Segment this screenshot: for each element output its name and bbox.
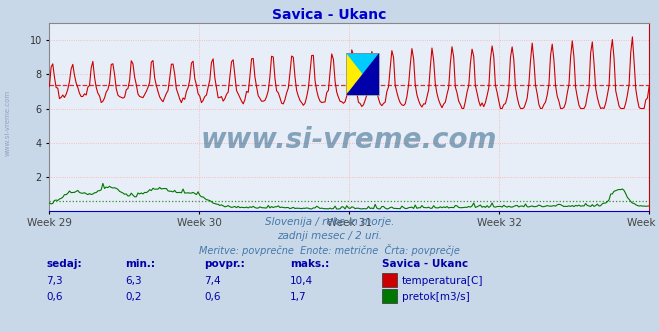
Polygon shape	[346, 53, 380, 95]
Text: povpr.:: povpr.:	[204, 259, 245, 269]
Text: 10,4: 10,4	[290, 276, 313, 286]
Text: Slovenija / reke in morje.: Slovenija / reke in morje.	[265, 217, 394, 227]
Text: maks.:: maks.:	[290, 259, 330, 269]
Text: zadnji mesec / 2 uri.: zadnji mesec / 2 uri.	[277, 231, 382, 241]
Bar	[346, 53, 380, 95]
Text: 0,6: 0,6	[204, 292, 221, 302]
Text: 7,3: 7,3	[46, 276, 63, 286]
Text: temperatura[C]: temperatura[C]	[402, 276, 484, 286]
Text: 1,7: 1,7	[290, 292, 306, 302]
Text: Savica - Ukanc: Savica - Ukanc	[382, 259, 469, 269]
Text: www.si-vreme.com: www.si-vreme.com	[201, 125, 498, 153]
Text: pretok[m3/s]: pretok[m3/s]	[402, 292, 470, 302]
Text: min.:: min.:	[125, 259, 156, 269]
Text: Savica - Ukanc: Savica - Ukanc	[272, 8, 387, 22]
Polygon shape	[346, 53, 380, 95]
Text: 0,2: 0,2	[125, 292, 142, 302]
Text: www.si-vreme.com: www.si-vreme.com	[5, 90, 11, 156]
Polygon shape	[346, 53, 380, 95]
Text: Meritve: povprečne  Enote: metrične  Črta: povprečje: Meritve: povprečne Enote: metrične Črta:…	[199, 244, 460, 256]
Text: 7,4: 7,4	[204, 276, 221, 286]
Text: sedaj:: sedaj:	[46, 259, 82, 269]
Text: 0,6: 0,6	[46, 292, 63, 302]
Text: 6,3: 6,3	[125, 276, 142, 286]
